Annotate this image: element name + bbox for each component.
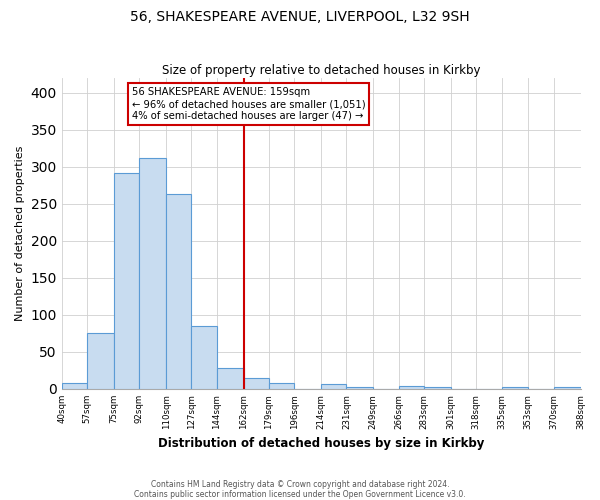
Text: 56 SHAKESPEARE AVENUE: 159sqm
← 96% of detached houses are smaller (1,051)
4% of: 56 SHAKESPEARE AVENUE: 159sqm ← 96% of d… (132, 88, 365, 120)
Title: Size of property relative to detached houses in Kirkby: Size of property relative to detached ho… (162, 64, 481, 77)
Bar (217, 368, 244, 389)
X-axis label: Distribution of detached houses by size in Kirkby: Distribution of detached houses by size … (158, 437, 484, 450)
Y-axis label: Number of detached properties: Number of detached properties (15, 146, 25, 321)
Bar (269, 383, 295, 389)
Bar (191, 326, 217, 389)
Bar (87, 334, 114, 389)
Bar (321, 384, 346, 389)
Bar (114, 173, 139, 389)
Text: Contains HM Land Registry data © Crown copyright and database right 2024.
Contai: Contains HM Land Registry data © Crown c… (134, 480, 466, 499)
Bar (62, 383, 87, 389)
Bar (166, 194, 191, 389)
Bar (554, 388, 581, 389)
Bar (502, 388, 529, 389)
Bar (424, 386, 451, 389)
Text: 56, SHAKESPEARE AVENUE, LIVERPOOL, L32 9SH: 56, SHAKESPEARE AVENUE, LIVERPOOL, L32 9… (130, 10, 470, 24)
Bar (346, 386, 373, 389)
Bar (244, 378, 269, 389)
Bar (398, 386, 424, 389)
Bar (139, 158, 166, 389)
